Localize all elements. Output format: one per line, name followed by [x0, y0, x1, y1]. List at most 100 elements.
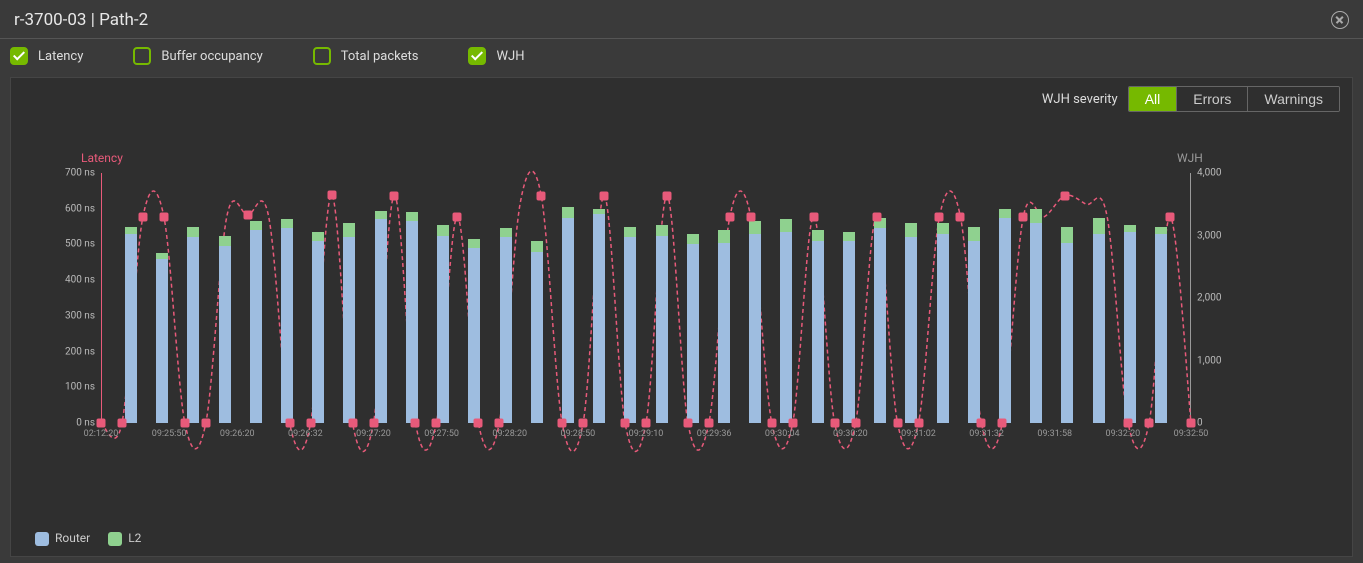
metric-toggle-latency[interactable]: Latency	[10, 47, 83, 65]
severity-segmented: AllErrorsWarnings	[1128, 86, 1340, 112]
x-tick: 09:30:20	[833, 429, 868, 439]
bar-router	[531, 252, 543, 423]
metric-toggle-buffer-occupancy[interactable]: Buffer occupancy	[133, 47, 262, 65]
toggle-label: Total packets	[341, 49, 419, 64]
bar-l2	[718, 230, 730, 243]
legend-swatch	[35, 532, 49, 546]
wjh-marker	[788, 419, 797, 428]
bar-l2	[999, 209, 1011, 218]
wjh-marker	[872, 212, 881, 221]
x-tick: 09:31:32	[969, 429, 1004, 439]
wjh-marker	[830, 419, 839, 428]
wjh-marker	[285, 419, 294, 428]
x-tick: 09:26:32	[288, 429, 323, 439]
bar-l2	[250, 221, 262, 230]
wjh-marker	[683, 419, 692, 428]
y-left-tick: 400 ns	[65, 275, 95, 286]
bar-l2	[687, 234, 699, 245]
bar-l2	[780, 219, 792, 232]
bar-router	[718, 243, 730, 423]
wjh-marker	[453, 212, 462, 221]
x-tick: 09:32:20	[1106, 429, 1141, 439]
legend-item-router: Router	[35, 531, 90, 546]
wjh-marker	[201, 419, 210, 428]
x-tick: 02:12:20	[84, 429, 119, 439]
bar-router	[125, 234, 137, 423]
bar-router	[375, 219, 387, 423]
wjh-marker	[725, 212, 734, 221]
bar-l2	[219, 236, 231, 247]
bar-l2	[125, 227, 137, 234]
toggle-label: Latency	[38, 49, 83, 64]
bar-l2	[656, 225, 668, 236]
wjh-marker	[348, 419, 357, 428]
y-left-tick: 100 ns	[65, 382, 95, 393]
x-tick: 09:27:20	[356, 429, 391, 439]
wjh-marker	[579, 419, 588, 428]
checkbox-icon	[133, 47, 151, 65]
y-left-tick: 300 ns	[65, 310, 95, 321]
bar-l2	[1061, 227, 1073, 243]
y-right-tick: 4,000	[1197, 168, 1221, 179]
severity-warnings-button[interactable]: Warnings	[1247, 87, 1339, 111]
severity-all-button[interactable]: All	[1129, 87, 1177, 111]
bar-l2	[281, 219, 293, 228]
bar-l2	[500, 228, 512, 237]
wjh-marker	[642, 419, 651, 428]
x-tick: 09:30:04	[765, 429, 800, 439]
wjh-marker	[411, 419, 420, 428]
wjh-marker	[327, 190, 336, 199]
wjh-marker	[1166, 212, 1175, 221]
wjh-marker	[914, 419, 923, 428]
bar-router	[593, 214, 605, 423]
bar-router	[500, 237, 512, 423]
severity-errors-button[interactable]: Errors	[1176, 87, 1247, 111]
wjh-marker	[97, 419, 106, 428]
bar-l2	[312, 232, 324, 241]
x-tick: 09:31:02	[901, 429, 936, 439]
bar-router	[687, 244, 699, 423]
wjh-marker	[138, 212, 147, 221]
bar-router	[156, 259, 168, 423]
wjh-marker	[1187, 419, 1196, 428]
wjh-marker	[935, 212, 944, 221]
right-axis-title: WJH	[1177, 151, 1203, 165]
wjh-marker	[390, 191, 399, 200]
wjh-marker	[746, 212, 755, 221]
y-left-tick: 700 ns	[65, 168, 95, 179]
x-tick: 09:26:20	[220, 429, 255, 439]
bar-l2	[749, 221, 761, 234]
bar-router	[937, 234, 949, 423]
metric-toggle-total-packets[interactable]: Total packets	[313, 47, 419, 65]
wjh-marker	[704, 419, 713, 428]
x-tick: 09:27:50	[424, 429, 459, 439]
bar-router	[406, 221, 418, 423]
bar-l2	[375, 211, 387, 220]
bar-router	[656, 236, 668, 424]
wjh-marker	[306, 419, 315, 428]
wjh-marker	[180, 419, 189, 428]
y-right-tick: 2,000	[1197, 293, 1221, 304]
page-title: r-3700-03 | Path-2	[14, 10, 148, 30]
bar-router	[1124, 232, 1136, 423]
legend-swatch	[108, 532, 122, 546]
wjh-marker	[432, 419, 441, 428]
bar-router	[281, 228, 293, 423]
checkbox-icon	[468, 47, 486, 65]
wjh-marker	[1019, 212, 1028, 221]
x-tick: 09:28:50	[561, 429, 596, 439]
bar-l2	[1124, 225, 1136, 232]
y-right-axis-line	[1190, 173, 1191, 423]
bar-router	[187, 237, 199, 423]
close-icon[interactable]	[1331, 11, 1349, 29]
y-left-tick: 0 ns	[76, 418, 95, 429]
toggle-label: Buffer occupancy	[161, 49, 262, 64]
x-tick: 09:29:36	[697, 429, 732, 439]
wjh-marker	[662, 191, 671, 200]
wjh-marker	[809, 212, 818, 221]
bar-router	[468, 248, 480, 423]
wjh-marker	[998, 419, 1007, 428]
bar-router	[624, 237, 636, 423]
bar-l2	[531, 241, 543, 252]
metric-toggle-wjh[interactable]: WJH	[468, 47, 524, 65]
